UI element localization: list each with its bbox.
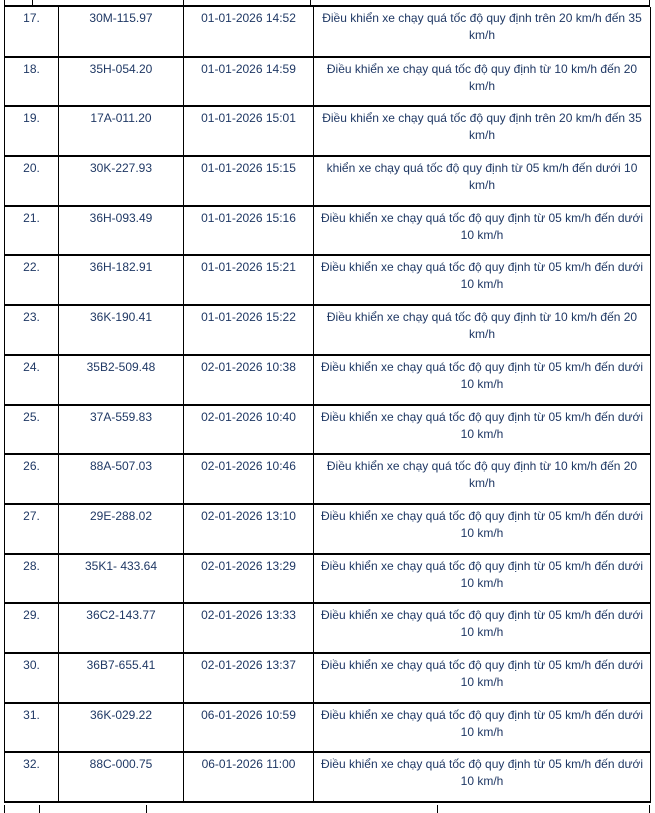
row-number: 18. bbox=[4, 56, 59, 108]
row-number: 27. bbox=[4, 503, 59, 555]
table-row: 28. 35K1- 433.64 02-01-2026 13:29 Điều k… bbox=[4, 553, 651, 605]
violation-description: Điều khiển xe chạy quá tốc độ quy định t… bbox=[313, 454, 651, 505]
license-plate: 88A-507.03 bbox=[58, 454, 184, 505]
license-plate: 36K-029.22 bbox=[58, 702, 184, 754]
cell-divider bbox=[39, 805, 40, 813]
table-row: 24. 35B2-509.48 02-01-2026 10:38 Điều kh… bbox=[4, 354, 651, 406]
table-row: 19. 17A-011.20 01-01-2026 15:01 Điều khi… bbox=[4, 106, 651, 158]
violation-datetime: 01-01-2026 14:52 bbox=[183, 7, 314, 58]
license-plate: 30M-115.97 bbox=[58, 7, 184, 58]
violation-datetime: 06-01-2026 11:00 bbox=[183, 752, 314, 803]
license-plate: 36K-190.41 bbox=[58, 305, 184, 356]
violation-description: Điều khiển xe chạy quá tốc độ quy định t… bbox=[313, 752, 651, 803]
violation-datetime: 02-01-2026 13:37 bbox=[183, 652, 314, 704]
license-plate: 35B2-509.48 bbox=[58, 354, 184, 406]
violation-description: Điều khiển xe chạy quá tốc độ quy định t… bbox=[313, 603, 651, 654]
license-plate: 17A-011.20 bbox=[58, 106, 184, 158]
violation-datetime: 01-01-2026 14:59 bbox=[183, 56, 314, 108]
violation-datetime: 02-01-2026 13:29 bbox=[183, 553, 314, 605]
table-row: 18. 35H-054.20 01-01-2026 14:59 Điều khi… bbox=[4, 56, 651, 108]
row-number: 22. bbox=[4, 255, 59, 307]
row-number: 25. bbox=[4, 404, 59, 456]
table-row: 20. 30K-227.93 01-01-2026 15:15 khiển xe… bbox=[4, 156, 651, 207]
row-number: 26. bbox=[4, 454, 59, 505]
row-number: 23. bbox=[4, 305, 59, 356]
violation-datetime: 02-01-2026 10:38 bbox=[183, 354, 314, 406]
cell-divider bbox=[437, 805, 438, 813]
license-plate: 37A-559.83 bbox=[58, 404, 184, 456]
violation-description: khiển xe chạy quá tốc độ quy định từ 05 … bbox=[313, 156, 651, 207]
violation-datetime: 01-01-2026 15:15 bbox=[183, 156, 314, 207]
table-row: 17. 30M-115.97 01-01-2026 14:52 Điều khi… bbox=[4, 7, 651, 58]
violation-description: Điều khiển xe chạy quá tốc độ quy định t… bbox=[313, 404, 651, 456]
row-number: 29. bbox=[4, 603, 59, 654]
license-plate: 36H-182.91 bbox=[58, 255, 184, 307]
license-plate: 29E-288.02 bbox=[58, 503, 184, 555]
table-row: 29. 36C2-143.77 02-01-2026 13:33 Điều kh… bbox=[4, 603, 651, 654]
row-number: 21. bbox=[4, 205, 59, 257]
license-plate: 36C2-143.77 bbox=[58, 603, 184, 654]
table-row: 25. 37A-559.83 02-01-2026 10:40 Điều khi… bbox=[4, 404, 651, 456]
license-plate: 88C-000.75 bbox=[58, 752, 184, 803]
table-partial-row-top bbox=[4, 0, 650, 7]
row-number: 19. bbox=[4, 106, 59, 158]
table-partial-row-bottom bbox=[4, 805, 650, 813]
violation-datetime: 02-01-2026 10:40 bbox=[183, 404, 314, 456]
violation-description: Điều khiển xe chạy quá tốc độ quy định t… bbox=[313, 305, 651, 356]
license-plate: 35K1- 433.64 bbox=[58, 553, 184, 605]
table-row: 32. 88C-000.75 06-01-2026 11:00 Điều khi… bbox=[4, 752, 651, 803]
violation-datetime: 02-01-2026 10:46 bbox=[183, 454, 314, 505]
license-plate: 36B7-655.41 bbox=[58, 652, 184, 704]
row-number: 24. bbox=[4, 354, 59, 406]
license-plate: 35H-054.20 bbox=[58, 56, 184, 108]
cell-divider bbox=[146, 805, 147, 813]
violation-datetime: 02-01-2026 13:10 bbox=[183, 503, 314, 555]
table-row: 21. 36H-093.49 01-01-2026 15:16 Điều khi… bbox=[4, 205, 651, 257]
violation-description: Điều khiển xe chạy quá tốc độ quy định t… bbox=[313, 702, 651, 754]
row-number: 32. bbox=[4, 752, 59, 803]
table-row: 22. 36H-182.91 01-01-2026 15:21 Điều khi… bbox=[4, 255, 651, 307]
violation-datetime: 01-01-2026 15:21 bbox=[183, 255, 314, 307]
violation-datetime: 06-01-2026 10:59 bbox=[183, 702, 314, 754]
table-row: 23. 36K-190.41 01-01-2026 15:22 Điều khi… bbox=[4, 305, 651, 356]
table-row: 31. 36K-029.22 06-01-2026 10:59 Điều khi… bbox=[4, 702, 651, 754]
violation-datetime: 01-01-2026 15:22 bbox=[183, 305, 314, 356]
cell-divider bbox=[32, 0, 33, 5]
row-number: 20. bbox=[4, 156, 59, 207]
table-row: 26. 88A-507.03 02-01-2026 10:46 Điều khi… bbox=[4, 454, 651, 505]
violation-description: Điều khiển xe chạy quá tốc độ quy định t… bbox=[313, 56, 651, 108]
violation-description: Điều khiển xe chạy quá tốc độ quy định t… bbox=[313, 106, 651, 158]
cell-divider bbox=[183, 0, 184, 5]
table-row: 27. 29E-288.02 02-01-2026 13:10 Điều khi… bbox=[4, 503, 651, 555]
violation-datetime: 01-01-2026 15:01 bbox=[183, 106, 314, 158]
violation-description: Điều khiển xe chạy quá tốc độ quy định t… bbox=[313, 503, 651, 555]
license-plate: 36H-093.49 bbox=[58, 205, 184, 257]
violation-description: Điều khiển xe chạy quá tốc độ quy định t… bbox=[313, 652, 651, 704]
row-number: 30. bbox=[4, 652, 59, 704]
violation-description: Điều khiển xe chạy quá tốc độ quy định t… bbox=[313, 7, 651, 58]
license-plate: 30K-227.93 bbox=[58, 156, 184, 207]
violation-description: Điều khiển xe chạy quá tốc độ quy định t… bbox=[313, 553, 651, 605]
row-number: 28. bbox=[4, 553, 59, 605]
violation-description: Điều khiển xe chạy quá tốc độ quy định t… bbox=[313, 354, 651, 406]
row-number: 17. bbox=[4, 7, 59, 58]
cell-divider bbox=[310, 0, 311, 5]
row-number: 31. bbox=[4, 702, 59, 754]
violation-description: Điều khiển xe chạy quá tốc độ quy định t… bbox=[313, 205, 651, 257]
table-row: 30. 36B7-655.41 02-01-2026 13:37 Điều kh… bbox=[4, 652, 651, 704]
violation-description: Điều khiển xe chạy quá tốc độ quy định t… bbox=[313, 255, 651, 307]
violation-datetime: 02-01-2026 13:33 bbox=[183, 603, 314, 654]
violation-datetime: 01-01-2026 15:16 bbox=[183, 205, 314, 257]
violations-table: 17. 30M-115.97 01-01-2026 14:52 Điều khi… bbox=[4, 7, 651, 803]
